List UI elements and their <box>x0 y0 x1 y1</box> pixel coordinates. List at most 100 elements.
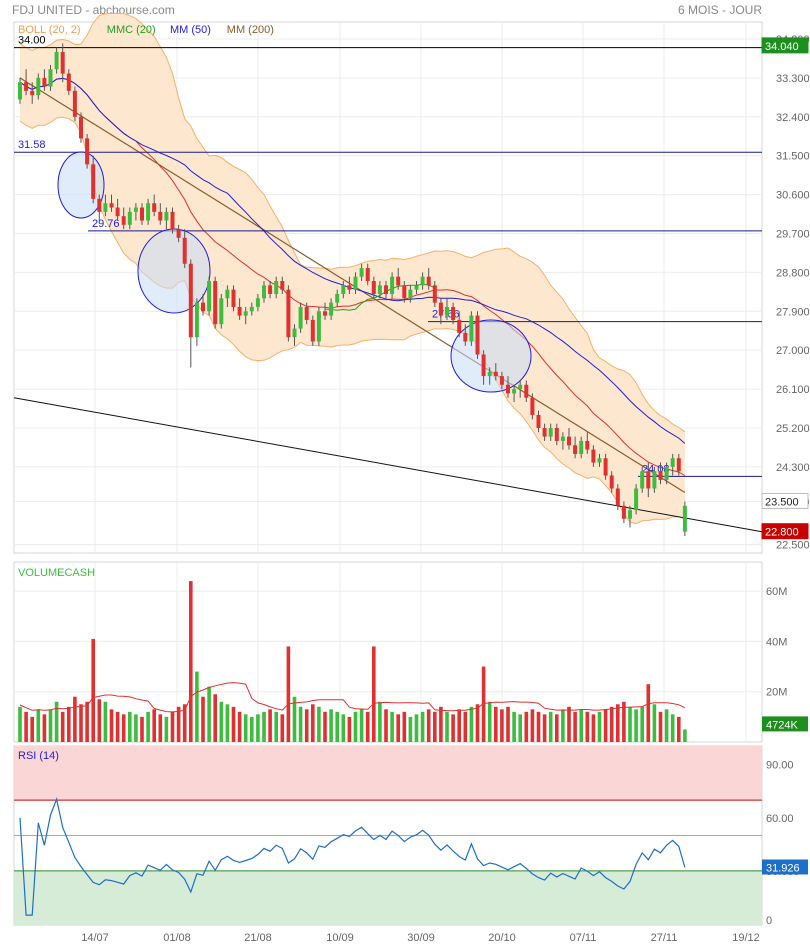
candle-body <box>573 445 578 454</box>
candle-body <box>585 440 590 450</box>
volume-bar <box>18 706 22 742</box>
candle-body <box>664 466 669 480</box>
x-tick-label: 10/09 <box>326 932 354 944</box>
level-label: 29.76 <box>92 218 120 230</box>
candle-body <box>676 458 681 472</box>
volume-bar <box>518 714 522 742</box>
candle-body <box>499 376 504 385</box>
volume-bar <box>195 671 199 742</box>
price-tick-label: 27.000 <box>776 345 810 357</box>
price-tag-label: 23.500 <box>765 496 799 508</box>
chart-header-period: 6 MOIS - JOUR <box>678 3 762 17</box>
volume-bar <box>73 696 77 742</box>
price-tick-label: 22.500 <box>776 540 810 552</box>
candle-body <box>103 203 108 212</box>
volume-bar <box>384 709 388 742</box>
volume-bar <box>298 706 303 742</box>
candle-body <box>524 384 529 398</box>
volume-bar <box>487 701 492 742</box>
volume-bar <box>603 709 608 742</box>
volume-bar <box>555 714 559 742</box>
volume-bar <box>170 711 175 742</box>
candle-body <box>420 276 425 286</box>
legend-entry: MM (50) <box>170 24 211 36</box>
price-tick-label: 33.300 <box>776 73 810 85</box>
candle-body <box>237 306 242 316</box>
candle-body <box>176 229 181 238</box>
volume-bar <box>292 696 297 742</box>
volume-bar <box>79 704 83 742</box>
candle-body <box>384 285 388 294</box>
candle-body <box>201 302 205 312</box>
candle-body <box>127 211 132 225</box>
candle-body <box>646 471 651 489</box>
rsi-tick-label: 60.00 <box>766 813 794 825</box>
volume-bar <box>597 711 602 742</box>
volume-bar <box>243 714 248 742</box>
price-tag-label: 34.040 <box>765 41 799 53</box>
level-label: 34.00 <box>18 35 46 47</box>
volume-bar <box>146 711 150 742</box>
candle-body <box>225 289 230 299</box>
candle-body <box>445 306 449 316</box>
volume-bar <box>103 701 108 742</box>
candle-body <box>121 216 126 225</box>
candle-body <box>286 289 291 338</box>
candle-body <box>207 281 212 312</box>
volume-bar <box>24 711 28 742</box>
candle-body <box>560 436 565 441</box>
volume-bar <box>426 709 431 742</box>
volume-bar <box>683 729 687 742</box>
candle-body <box>140 207 144 221</box>
candle-body <box>487 371 492 377</box>
candle-body <box>280 281 285 290</box>
volume-bar <box>353 711 358 742</box>
volume-bar <box>481 666 486 742</box>
candle-body <box>310 319 315 342</box>
candle-body <box>353 276 358 290</box>
volume-bar <box>616 704 620 742</box>
candle-body <box>316 311 321 342</box>
candle-body <box>548 427 553 437</box>
candle-body <box>66 73 71 91</box>
volume-tick-label: 40M <box>766 636 787 648</box>
volume-bar <box>280 714 285 742</box>
volume-bar <box>445 711 449 742</box>
candle-body <box>554 427 559 441</box>
volume-bar <box>646 684 651 742</box>
candle-body <box>329 302 334 316</box>
volume-bar <box>475 704 480 742</box>
level-label: 31.58 <box>18 139 46 151</box>
volume-bar <box>451 714 455 742</box>
candle-body <box>457 319 462 333</box>
volume-bar <box>439 706 443 742</box>
price-tag <box>761 492 809 509</box>
candle-body <box>164 211 169 221</box>
volume-bar <box>268 709 272 742</box>
price-tick-label: 28.800 <box>776 267 810 279</box>
candle-body <box>402 285 407 299</box>
candle-body <box>609 475 614 489</box>
price-tick-label: 24.300 <box>776 462 810 474</box>
candle-body <box>48 69 53 87</box>
bollinger-lower-line <box>19 116 686 525</box>
candle-body <box>146 203 151 221</box>
volume-bar <box>433 711 437 742</box>
volume-bar <box>237 711 242 742</box>
volume-bar <box>207 686 211 742</box>
candle-body <box>42 77 47 87</box>
candle-body <box>603 458 608 476</box>
volume-bar <box>622 701 626 742</box>
volume-bar <box>91 638 95 742</box>
legend-entry: MM (200) <box>227 24 274 36</box>
volume-bar <box>365 711 370 742</box>
candle-body <box>152 203 157 212</box>
price-tick-label: 27.900 <box>776 306 810 318</box>
volume-bar <box>109 709 114 742</box>
candle-body <box>219 298 224 325</box>
volume-bar <box>500 709 504 742</box>
volume-bar <box>347 716 352 742</box>
volume-bar <box>67 706 71 742</box>
candle-body <box>432 285 437 303</box>
